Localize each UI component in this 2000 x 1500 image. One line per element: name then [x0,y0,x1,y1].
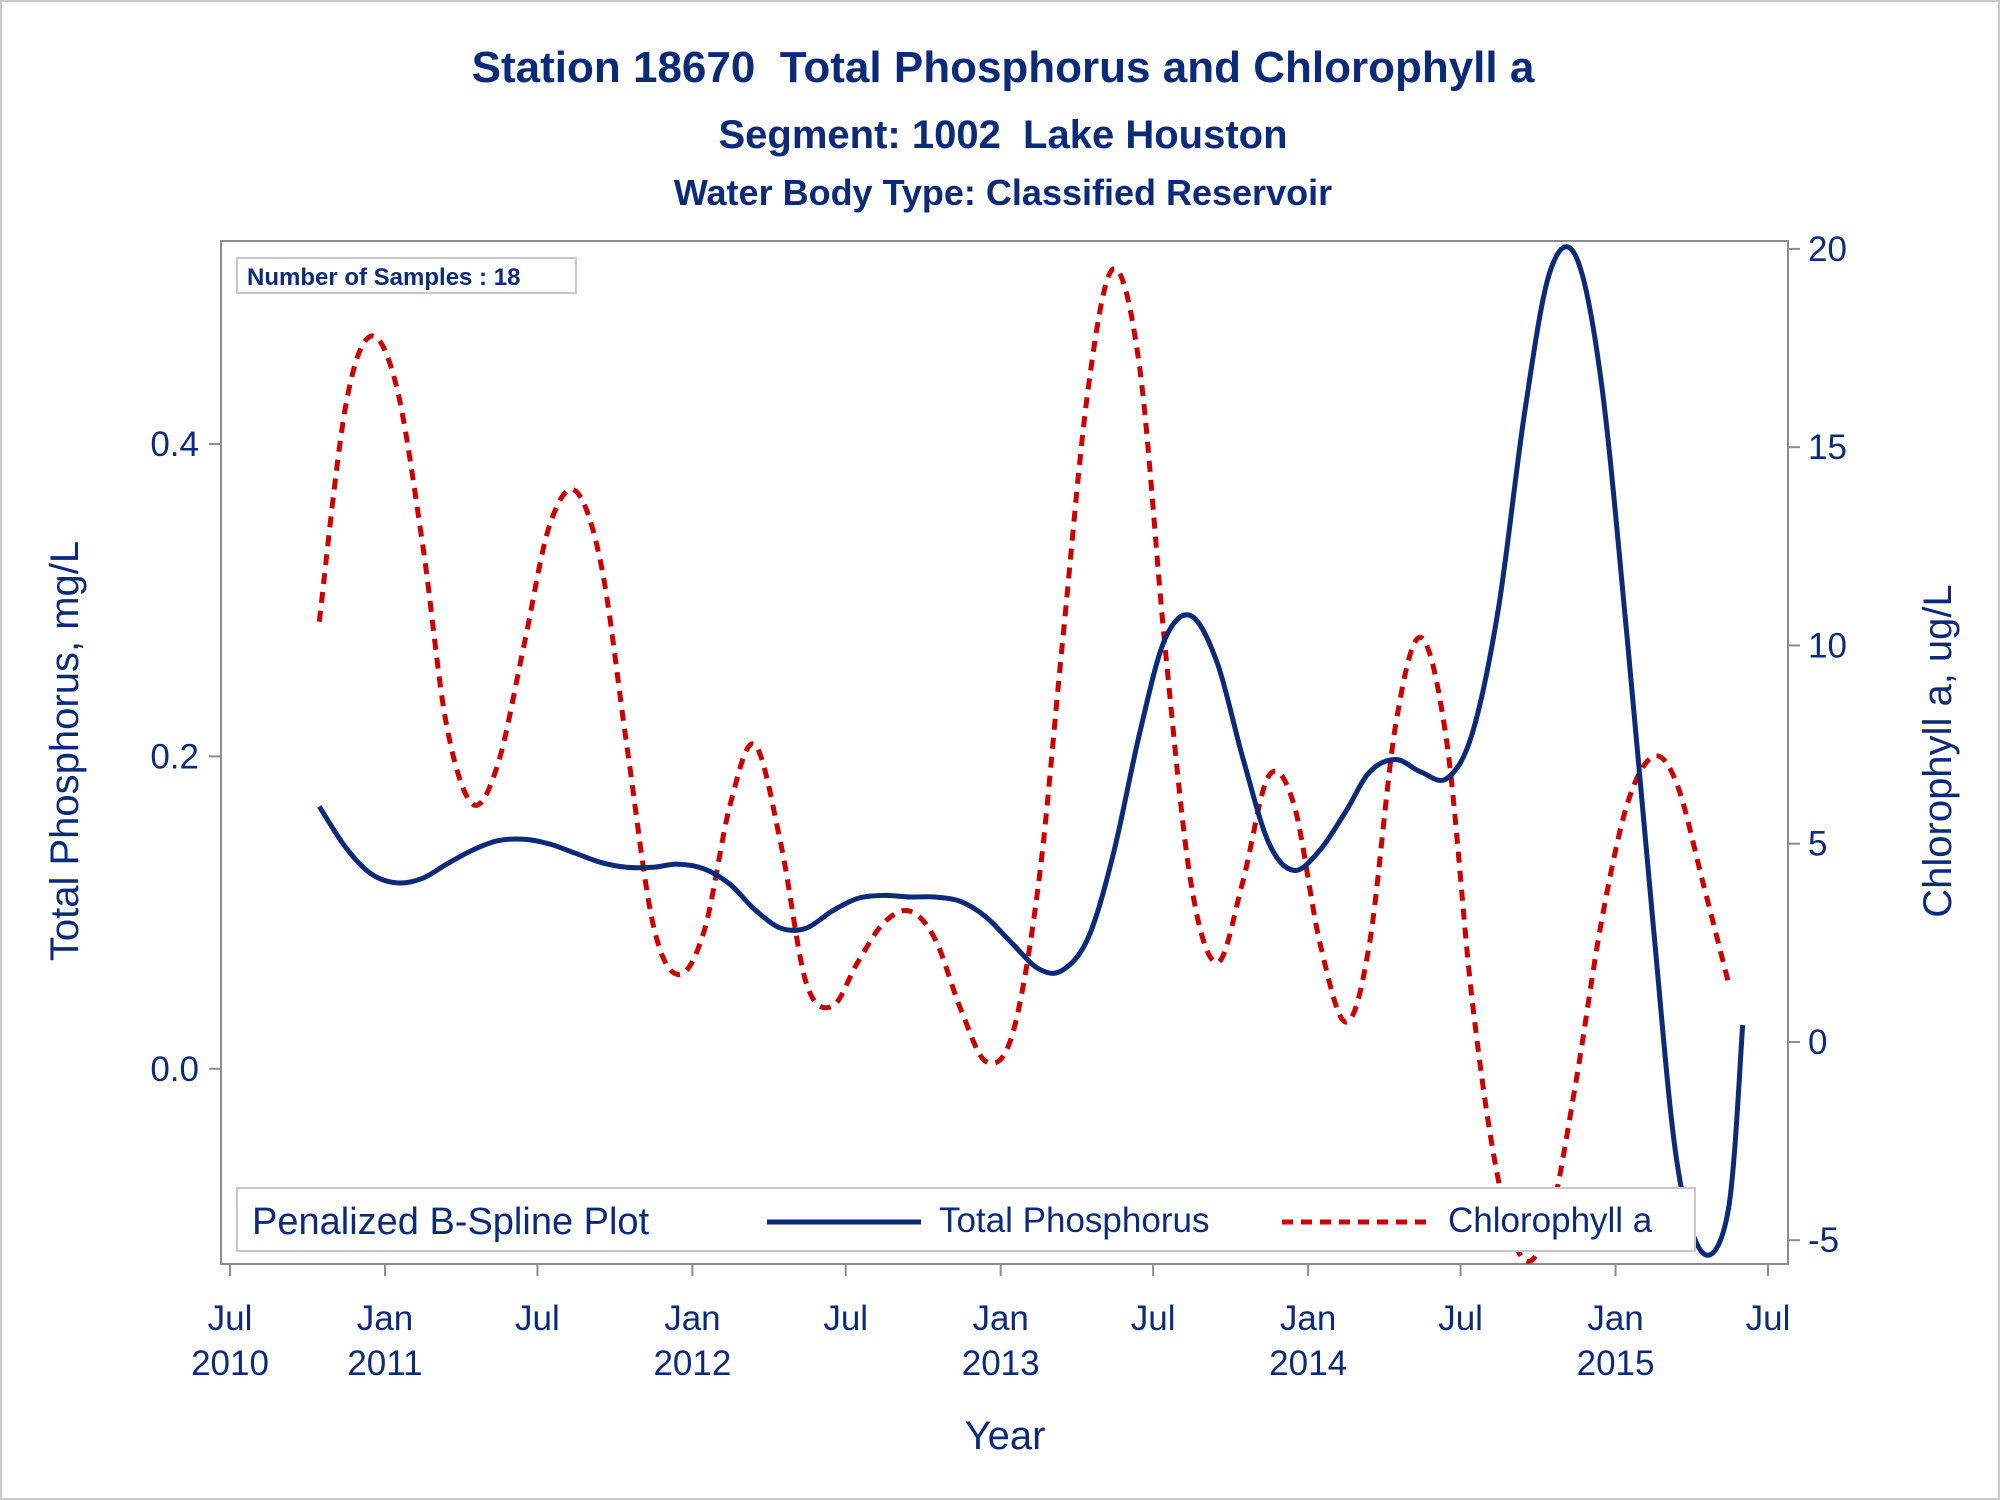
y2-tick-label: -5 [1808,1221,1839,1260]
x-tick-label-month: Jul [823,1299,868,1338]
x-tick-label-month: Jan [1587,1299,1643,1338]
x-tick-label-year: 2014 [1269,1344,1347,1383]
x-tick-label-year: 2011 [347,1344,422,1383]
sample-count-annotation: Number of Samples : 18 [247,264,520,291]
y-axis-label-left: Total Phosphorus, mg/L [43,541,87,961]
y2-tick-label: 0 [1808,1023,1827,1062]
x-tick-label-month: Jul [515,1299,560,1338]
x-tick-label-month: Jul [1131,1299,1176,1338]
x-tick-label-year: 2015 [1577,1344,1655,1383]
x-tick-label-month: Jul [1438,1299,1483,1338]
x-tick-label-month: Jan [972,1299,1028,1338]
y2-tick-label: 20 [1808,230,1847,269]
legend-title: Penalized B-Spline Plot [252,1201,650,1243]
x-tick-label-year: 2013 [962,1344,1040,1383]
series-layer [316,244,1746,1264]
y2-tick-label: 15 [1808,428,1847,467]
x-tick-label-month: Jan [1280,1299,1336,1338]
chart-title: Station 18670 Total Phosphorus and Chlor… [472,43,1535,92]
x-tick-label-month: Jul [208,1299,253,1338]
legend-frame [236,1187,1696,1252]
x-tick-label-month: Jan [664,1299,720,1338]
y-axis-right: -5 0 5 10 15 20 [1788,230,1847,1260]
series-line-chlorophyll-a [316,266,1731,1264]
y-tick-label: 0.4 [150,425,199,464]
legend: Penalized B-Spline Plot Total Phosphorus… [236,1187,1696,1252]
x-tick-label-month: Jul [1746,1299,1791,1338]
legend-label-total-phosphorus: Total Phosphorus [939,1201,1209,1240]
y-axis-label-right: Chlorophyll a, ug/L [1916,584,1960,918]
y2-tick-label: 5 [1808,825,1827,864]
y-axis-left: 0.0 0.2 0.4 [150,425,221,1089]
x-tick-label-month: Jan [357,1299,413,1338]
x-tick-label-year: 2010 [191,1344,269,1383]
chart-subtitle-2: Water Body Type: Classified Reservoir [674,172,1332,213]
y-tick-label: 0.2 [150,737,199,776]
series-line-total-phosphorus [317,244,1746,1258]
annotation-frame [236,257,577,294]
x-tick-label-year: 2012 [653,1344,731,1383]
y2-tick-label: 10 [1808,626,1847,665]
chart-subtitle: Segment: 1002 Lake Houston [718,113,1287,157]
y-tick-label: 0.0 [150,1050,199,1089]
x-axis-label: Year [965,1414,1046,1458]
legend-label-chlorophyll-a: Chlorophyll a [1448,1201,1653,1240]
annotation-box: Number of Samples : 18 [236,257,577,294]
x-axis: Jul 2010 Jan 2011 Jul Jan 2012 Jul Jan 2013 Jul Jan… [191,1263,1791,1383]
